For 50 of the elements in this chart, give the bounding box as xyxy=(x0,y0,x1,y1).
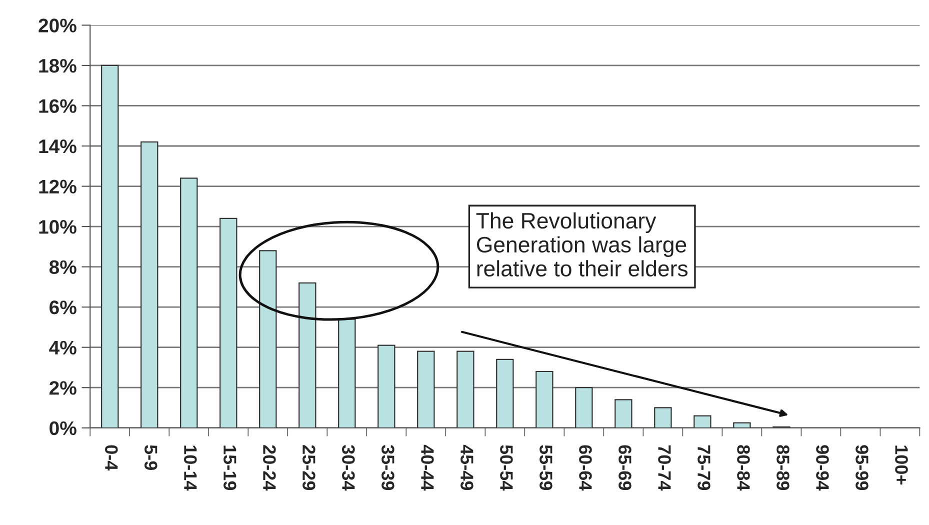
x-tick-label: 90-94 xyxy=(816,445,829,491)
x-tick-label: 15-19 xyxy=(224,446,236,490)
x-tick-label: 25-29 xyxy=(302,445,316,490)
x-tick-label: 75-79 xyxy=(698,445,710,490)
y-tick-label: 12% xyxy=(39,180,76,194)
bar xyxy=(220,218,238,428)
x-tick-label: 0-4 xyxy=(105,445,118,471)
y-tick-label: 2% xyxy=(49,381,76,395)
x-tick-label: 30-34 xyxy=(342,444,355,491)
bar xyxy=(140,141,158,428)
bar xyxy=(101,64,119,428)
x-tick-label: 80-84 xyxy=(737,445,750,491)
bar xyxy=(733,422,751,428)
bar xyxy=(654,407,672,428)
y-tick-label: 18% xyxy=(39,58,76,73)
bar xyxy=(694,415,712,428)
x-tick-label: 70-74 xyxy=(658,445,671,491)
bar xyxy=(614,399,632,428)
bar xyxy=(417,350,435,428)
bar xyxy=(338,318,356,428)
x-tick-label: 50-54 xyxy=(500,445,513,491)
y-tick-label: 16% xyxy=(39,99,76,113)
y-tick-label: 8% xyxy=(49,260,76,274)
y-tick-label: 20% xyxy=(38,18,76,32)
bar xyxy=(496,358,514,428)
x-tick-label: 60-64 xyxy=(579,445,592,491)
y-tick-label: 14% xyxy=(39,140,76,154)
bar xyxy=(180,178,198,428)
bar xyxy=(298,282,316,428)
x-tick-label: 100+ xyxy=(895,446,908,484)
x-tick-label: 40-44 xyxy=(421,444,434,491)
x-tick-label: 65-69 xyxy=(618,445,632,490)
y-tick-label: 4% xyxy=(49,340,76,355)
y-tick-label: 0% xyxy=(50,421,76,436)
x-tick-label: 10-14 xyxy=(184,446,197,491)
x-tick-label: 55-59 xyxy=(540,445,552,490)
bar xyxy=(456,350,474,428)
annotation: The Revolutionary Generation was large relative to their elders xyxy=(476,212,688,277)
y-tick-label: 10% xyxy=(39,220,76,234)
x-tick-label: 45-49 xyxy=(460,444,474,490)
x-tick-label: 5-9 xyxy=(144,445,158,470)
bar xyxy=(259,250,277,428)
bar xyxy=(575,387,593,428)
x-tick-label: 35-39 xyxy=(382,444,394,490)
y-tick-label: 6% xyxy=(50,300,76,314)
x-tick-label: 85-89 xyxy=(776,445,790,490)
x-tick-label: 95-99 xyxy=(856,445,868,490)
bar xyxy=(536,370,554,428)
bar xyxy=(378,344,396,428)
x-tick-label: 20-24 xyxy=(263,445,276,491)
